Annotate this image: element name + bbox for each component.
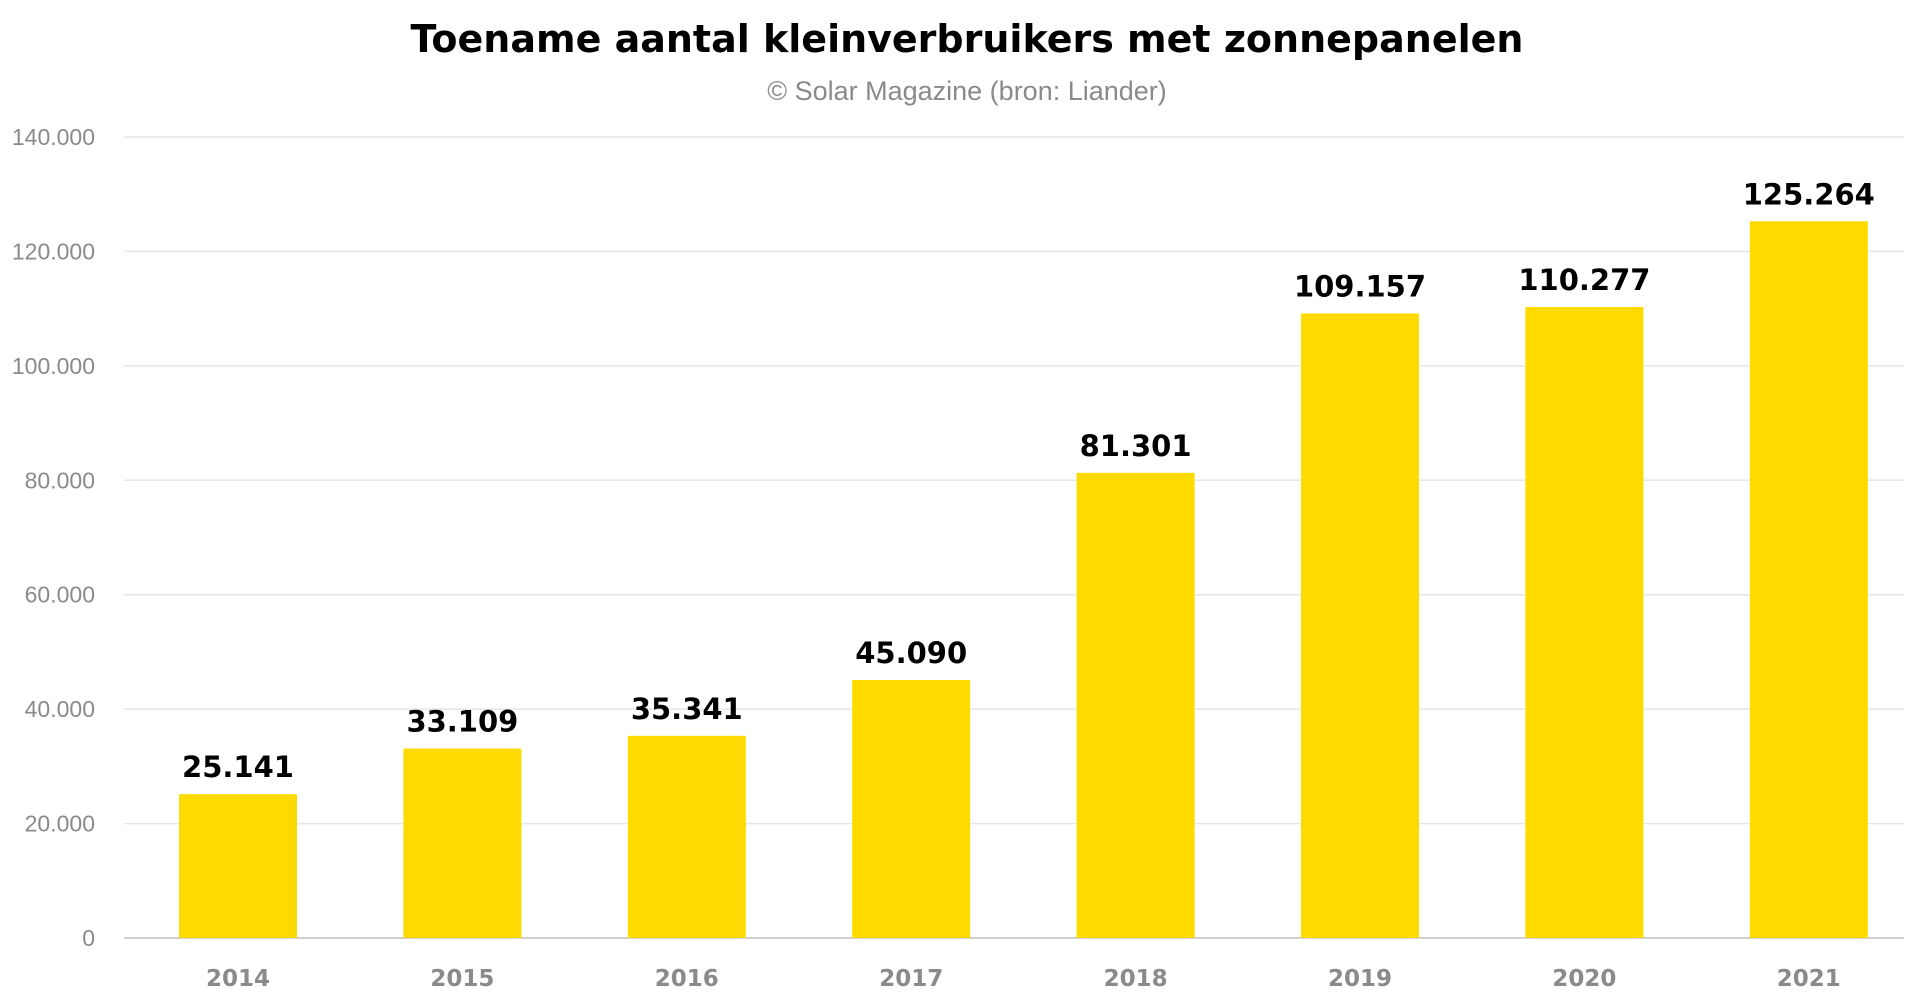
y-tick-label: 120.000 [12,238,95,264]
chart-subtitle: © Solar Magazine (bron: Liander) [767,76,1167,106]
bar-2015 [403,748,522,938]
x-tick-label-2018: 2018 [1104,966,1168,992]
y-tick-label: 80.000 [25,467,95,493]
y-tick-label: 60.000 [25,582,95,608]
bar-2021 [1749,221,1868,938]
bar-2020 [1525,307,1644,939]
bar-2014 [179,794,297,938]
chart-title: Toename aantal kleinverbruikers met zonn… [411,17,1524,61]
y-tick-label: 0 [82,925,95,951]
bar-2016 [627,735,746,938]
x-tick-label-2016: 2016 [655,966,719,992]
bar-2017 [852,680,971,938]
data-labels: 25.141 33.109 35.341 45.090 81.301 109.157 110… [182,177,1875,784]
data-label-2018: 81.301 [1080,429,1192,463]
y-tick-label: 100.000 [12,353,95,379]
bar-2019 [1301,313,1419,938]
x-tick-label-2017: 2017 [879,966,943,992]
x-tick-label-2014: 2014 [206,966,270,992]
y-tick-label: 140.000 [12,124,95,150]
data-label-2014: 25.141 [182,750,294,784]
data-label-2020: 110.277 [1518,263,1650,297]
y-axis-ticks: 0 20.000 40.000 60.000 80.000 100.000 120.000 1… [12,124,95,951]
x-tick-label-2020: 2020 [1552,966,1616,992]
x-tick-label-2019: 2019 [1328,966,1392,992]
bar-2018 [1076,472,1195,938]
data-label-2017: 45.090 [855,636,967,670]
x-tick-label-2015: 2015 [430,966,494,992]
x-tick-label-2021: 2021 [1777,966,1841,992]
y-tick-label: 20.000 [25,811,95,837]
bars [179,221,1868,939]
data-label-2015: 33.109 [406,705,518,739]
data-label-2016: 35.341 [631,692,743,726]
y-tick-label: 40.000 [25,696,95,722]
data-label-2019: 109.157 [1294,269,1426,303]
data-label-2021: 125.264 [1743,177,1875,211]
x-axis-ticks: 2014 2015 2016 2017 2018 2019 2020 2021 [206,966,1841,992]
